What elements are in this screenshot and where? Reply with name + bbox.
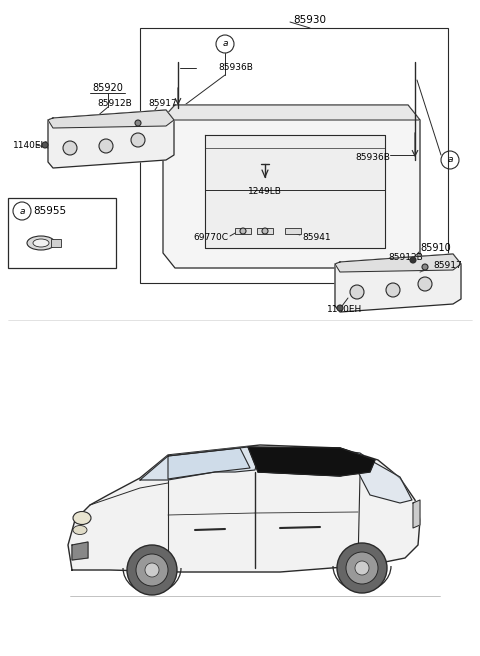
Polygon shape [335, 254, 461, 272]
Text: 85912B: 85912B [388, 253, 423, 262]
Text: a: a [222, 39, 228, 49]
Polygon shape [413, 500, 420, 528]
Text: 85917: 85917 [433, 260, 462, 270]
Text: 1140EH: 1140EH [13, 140, 48, 150]
Text: 1249LB: 1249LB [248, 188, 282, 197]
Polygon shape [163, 105, 420, 268]
Polygon shape [168, 447, 260, 479]
Circle shape [346, 552, 378, 584]
Bar [51, 239, 61, 247]
Circle shape [355, 561, 369, 575]
Text: 85920: 85920 [93, 83, 123, 93]
Polygon shape [258, 449, 370, 476]
Circle shape [410, 257, 416, 263]
Circle shape [337, 543, 387, 593]
Circle shape [337, 305, 343, 311]
Ellipse shape [33, 239, 49, 247]
Circle shape [262, 228, 268, 234]
Text: 1140EH: 1140EH [327, 306, 362, 314]
Circle shape [136, 554, 168, 586]
Text: 69770C: 69770C [193, 234, 228, 243]
Polygon shape [163, 105, 420, 120]
Bar [257, 228, 273, 234]
Bar [235, 228, 251, 234]
Circle shape [135, 120, 141, 126]
Polygon shape [48, 110, 174, 128]
Circle shape [386, 283, 400, 297]
Circle shape [422, 264, 428, 270]
Circle shape [99, 139, 113, 153]
Text: 85936B: 85936B [218, 64, 253, 73]
Bar [140, 28, 448, 283]
Circle shape [63, 141, 77, 155]
Circle shape [127, 545, 177, 595]
Text: 85912B: 85912B [97, 98, 132, 108]
Text: 85955: 85955 [34, 206, 67, 216]
Polygon shape [48, 110, 174, 168]
Polygon shape [140, 448, 250, 480]
Circle shape [350, 285, 364, 299]
Circle shape [240, 228, 246, 234]
Bar [285, 228, 301, 234]
Text: 85941: 85941 [302, 234, 331, 243]
Polygon shape [68, 445, 420, 572]
Text: a: a [19, 207, 25, 216]
Circle shape [418, 277, 432, 291]
Circle shape [131, 133, 145, 147]
Circle shape [42, 142, 48, 148]
Polygon shape [248, 447, 375, 476]
Ellipse shape [73, 512, 91, 525]
Text: 85917: 85917 [149, 98, 178, 108]
Circle shape [145, 563, 159, 577]
Polygon shape [72, 542, 88, 560]
Polygon shape [335, 254, 461, 312]
Bar [8, 198, 116, 268]
Polygon shape [358, 460, 412, 503]
Ellipse shape [27, 236, 55, 250]
Text: 85910: 85910 [420, 243, 451, 253]
Text: 85936B: 85936B [355, 154, 390, 163]
Ellipse shape [73, 525, 87, 535]
Polygon shape [205, 135, 385, 248]
Text: 85930: 85930 [293, 15, 326, 25]
Text: a: a [447, 155, 453, 165]
